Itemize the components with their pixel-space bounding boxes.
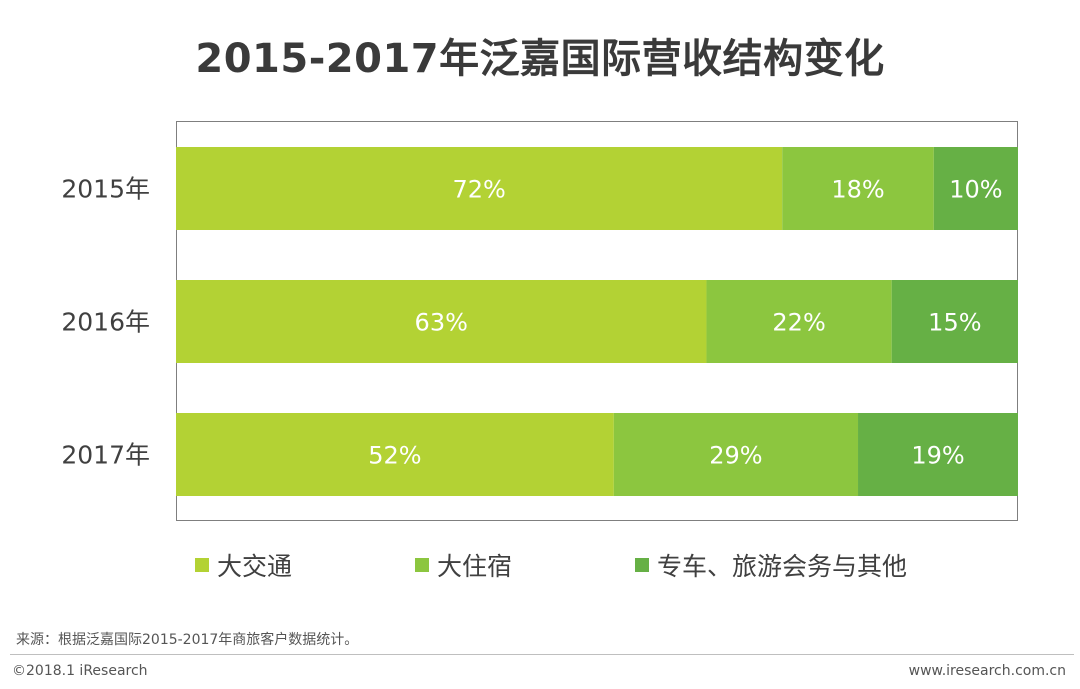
legend-item-accommodation: 大住宿: [415, 548, 512, 582]
legend-swatch-other: [635, 558, 649, 572]
legend-label-transport: 大交通: [217, 552, 293, 581]
footer-divider: [10, 654, 1074, 655]
bar-data-label: 52%: [368, 442, 421, 470]
legend-label-accommodation: 大住宿: [437, 552, 513, 581]
y-tick-label: 2016年: [61, 308, 150, 337]
legend-swatch-transport: [195, 558, 209, 572]
bar-data-label: 29%: [709, 442, 762, 470]
bar-segment: [176, 147, 783, 230]
legend-item-other: 专车、旅游会务与其他: [635, 548, 907, 582]
bar-data-label: 63%: [415, 309, 468, 337]
bar-segment: [176, 280, 707, 363]
y-tick-label: 2015年: [61, 175, 150, 204]
website-link[interactable]: www.iresearch.com.cn: [908, 663, 1066, 679]
chart-title: 2015-2017年泛嘉国际营收结构变化: [195, 36, 885, 82]
bar-segment: [782, 147, 934, 230]
bar-segment: [933, 147, 1018, 230]
chart-legend: 大交通 大住宿 专车、旅游会务与其他: [0, 548, 1080, 582]
copyright-text: ©2018.1 iResearch: [12, 663, 148, 679]
bar-segment: [858, 413, 1018, 496]
bar-segment: [176, 413, 614, 496]
bar-data-label: 10%: [949, 176, 1002, 204]
source-note: 来源：根据泛嘉国际2015-2017年商旅客户数据统计。: [16, 632, 359, 648]
bar-data-label: 19%: [911, 442, 964, 470]
bar-segment: [706, 280, 892, 363]
legend-swatch-accommodation: [415, 558, 429, 572]
bar-data-label: 22%: [772, 309, 825, 337]
legend-item-transport: 大交通: [195, 548, 292, 582]
bar-data-label: 18%: [831, 176, 884, 204]
bar-segment: [891, 280, 1018, 363]
bar-data-label: 72%: [452, 176, 505, 204]
y-tick-label: 2017年: [61, 441, 150, 470]
bar-segment: [613, 413, 859, 496]
bar-data-label: 15%: [928, 309, 981, 337]
legend-label-other: 专车、旅游会务与其他: [657, 552, 908, 581]
